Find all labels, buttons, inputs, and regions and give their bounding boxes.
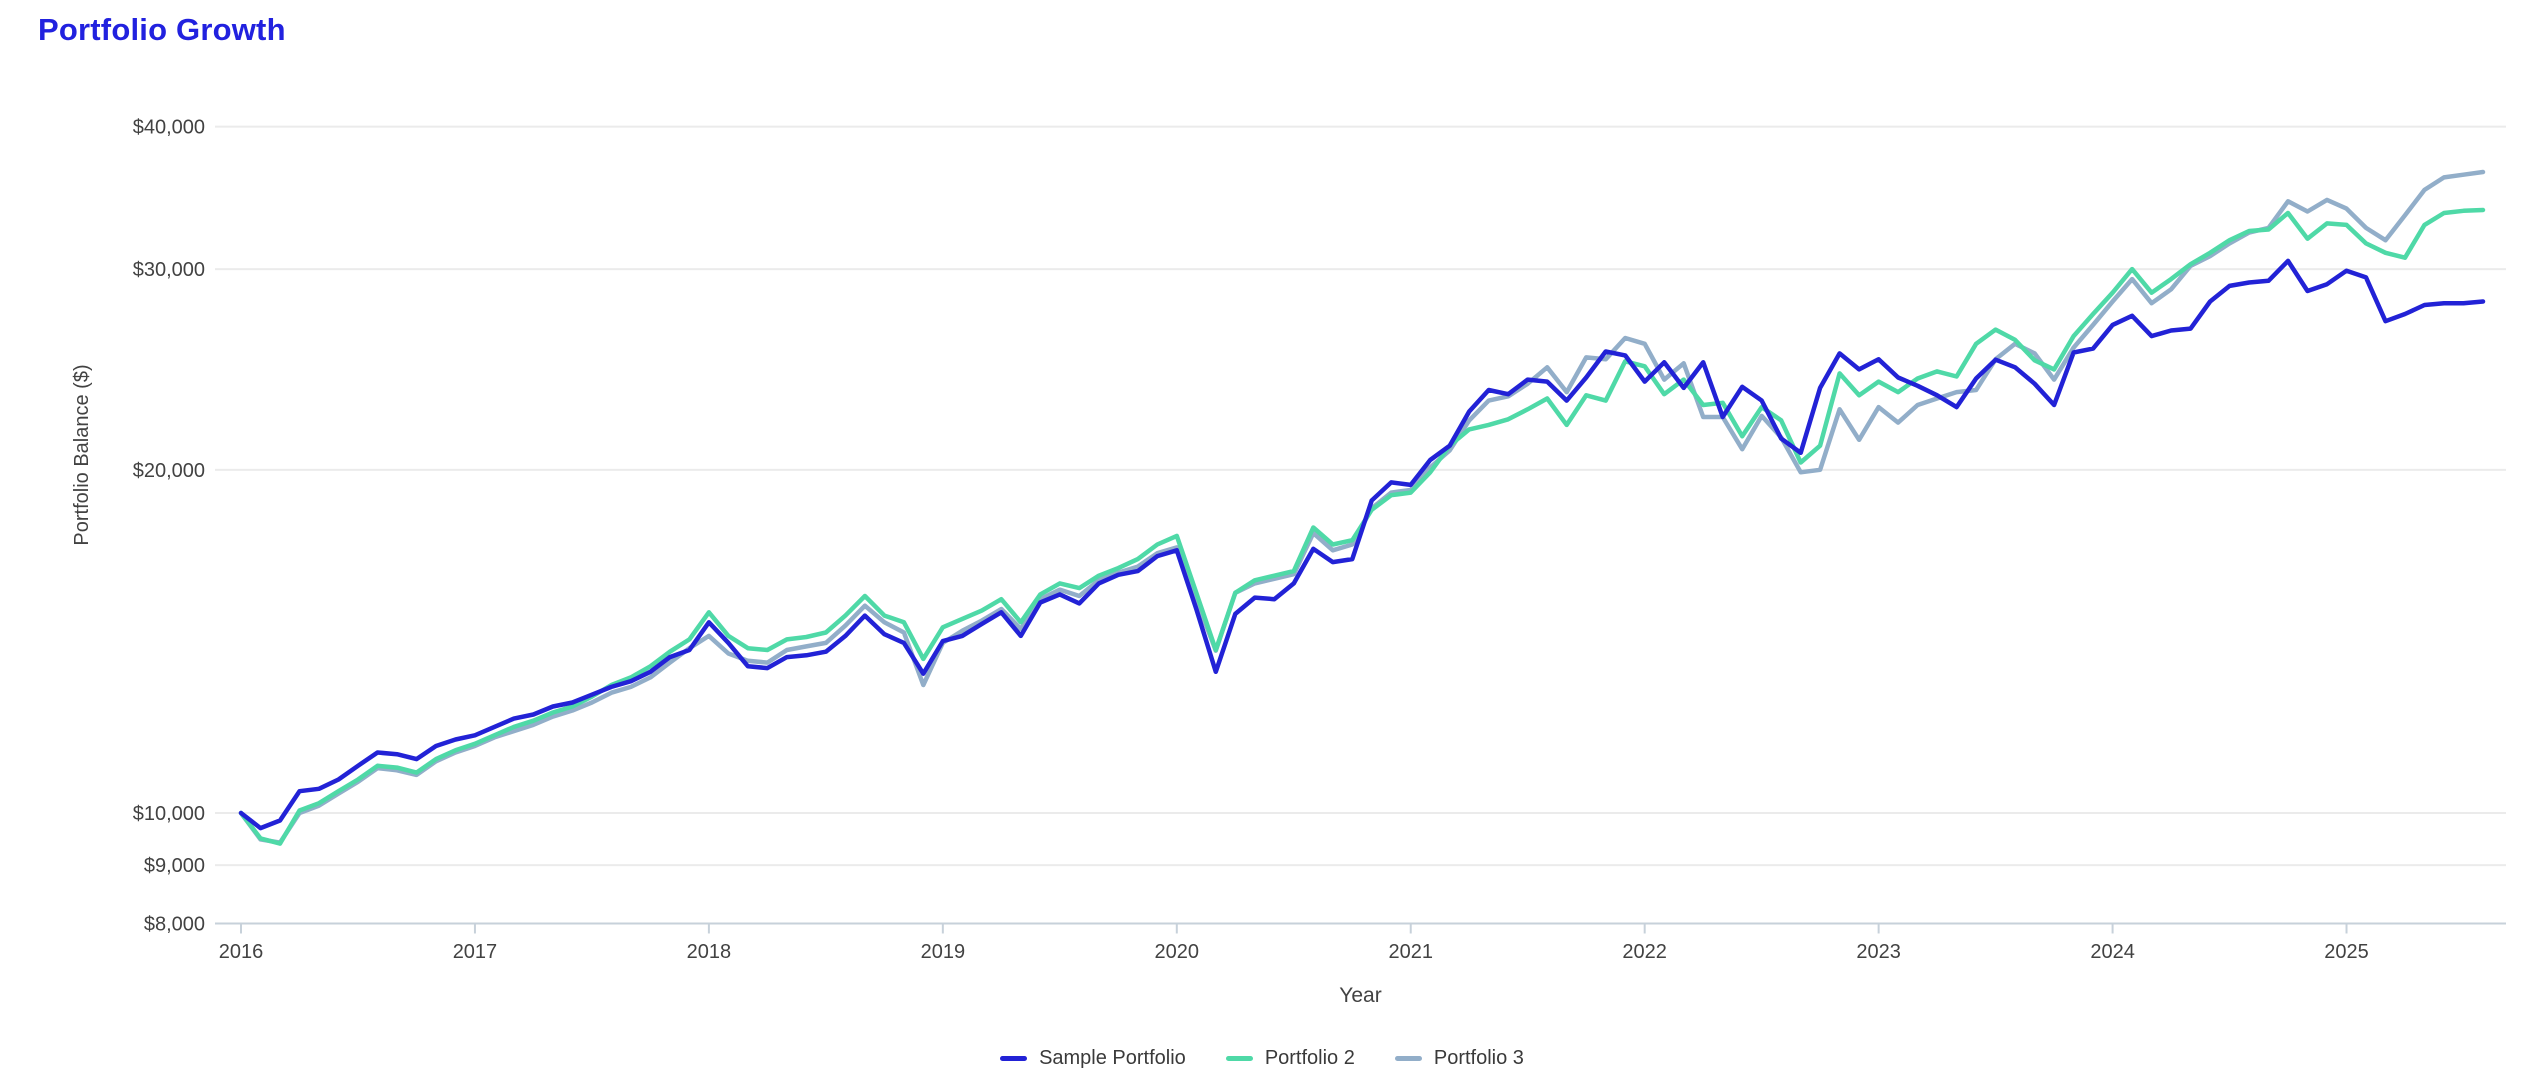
series-line-sample-portfolio[interactable] (238, 258, 2486, 831)
x-tick-label-2024: 2024 (2090, 941, 2135, 963)
x-tick-label-2023: 2023 (1856, 941, 1901, 963)
legend-item-portfolio-3[interactable]: Portfolio 3 (1394, 1046, 1524, 1070)
y-tick-label-8000: $8,000 (144, 913, 205, 935)
y-tick-label-10000: $10,000 (133, 803, 205, 825)
x-tick-label-2017: 2017 (453, 941, 498, 963)
chart-legend: Sample Portfolio Portfolio 2 Portfolio 3 (0, 1040, 2524, 1076)
legend-item-sample-portfolio[interactable]: Sample Portfolio (1000, 1047, 1186, 1070)
y-axis-title: Portfolio Balance ($) (71, 364, 93, 545)
legend-item-portfolio-2[interactable]: Portfolio 2 (1225, 1046, 1355, 1070)
legend-dash-icon (1394, 1055, 1422, 1061)
x-tick-label-2019: 2019 (921, 941, 966, 963)
y-tick-label-30000: $30,000 (133, 259, 205, 281)
y-tick-label-20000: $20,000 (133, 460, 205, 482)
legend-label: Portfolio 2 (1264, 1046, 1355, 1069)
legend-dash-icon (1225, 1055, 1253, 1061)
x-axis-title: Year (1339, 984, 1381, 1007)
page-title: Portfolio Growth (38, 12, 286, 47)
x-tick-label-2016: 2016 (219, 941, 264, 963)
legend-label: Sample Portfolio (1039, 1046, 1186, 1069)
x-tick-label-2025: 2025 (2324, 941, 2369, 963)
x-tick-label-2020: 2020 (1155, 941, 1200, 963)
x-tick-label-2021: 2021 (1388, 941, 1433, 963)
series-line-portfolio-3[interactable] (238, 169, 2486, 845)
x-tick-label-2022: 2022 (1622, 941, 1667, 963)
legend-dash-icon (1000, 1055, 1028, 1061)
y-tick-label-9000: $9,000 (144, 855, 205, 877)
x-tick-label-2018: 2018 (687, 941, 732, 963)
y-tick-label-40000: $40,000 (133, 117, 205, 139)
legend-label: Portfolio 3 (1433, 1046, 1524, 1069)
